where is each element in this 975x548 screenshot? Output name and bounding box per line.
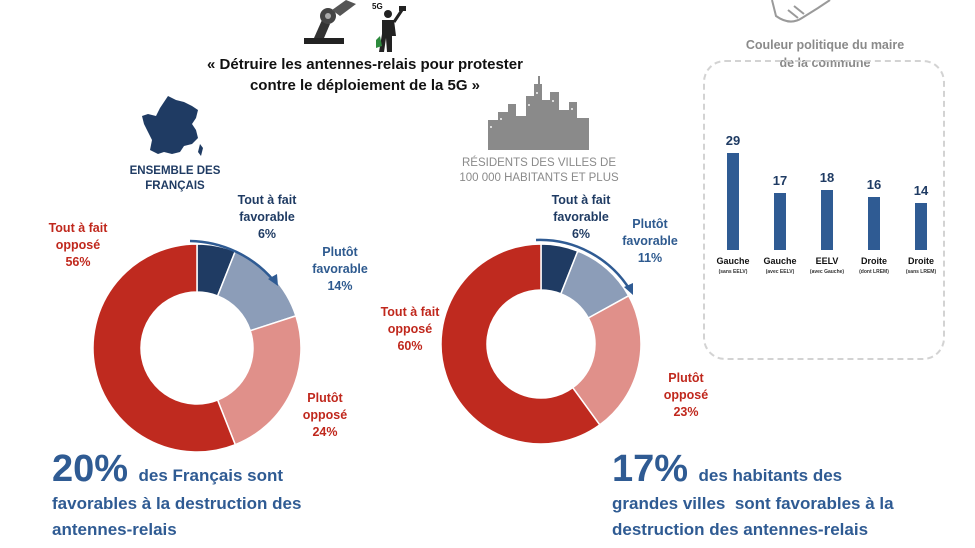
left-summary-pct: 20% (52, 448, 129, 490)
donut-right-arrowhead (624, 283, 633, 295)
bar-panel (703, 60, 945, 360)
left-label-plutot-oppose: Plutôt opposé 24% (302, 391, 348, 439)
robot-antenna-icon (304, 0, 356, 44)
survey-question-title: « Détruire les antennes-relais pour prot… (207, 56, 523, 94)
donut-left-slice-plutot-oppose (216, 314, 302, 446)
bar-value-label: 16 (866, 176, 882, 192)
left-group-label: ENSEMBLE DES FRANÇAIS (129, 165, 221, 192)
donut-chart-right (440, 238, 642, 445)
bar (868, 196, 880, 250)
bar-subcategory-label: (avec EELV) (765, 269, 795, 275)
bar (727, 153, 739, 250)
left-summary-text1: des Français sont (138, 466, 284, 485)
left-label-tout-favorable: Tout à fait favorable 6% (237, 193, 297, 241)
right-label-tout-oppose: Tout à fait opposé 60% (380, 305, 440, 353)
handshake-icon (771, 0, 831, 23)
bar-subcategory-label: (avec Gauche) (809, 269, 845, 275)
left-summary: 20% des Français sont favorables à la de… (52, 448, 372, 543)
donut-left-arrowhead (268, 274, 278, 286)
bar-value-label: 18 (819, 170, 835, 185)
bar (821, 190, 833, 250)
right-label-plutot-oppose: Plutôt opposé 23% (663, 371, 709, 419)
right-summary-text3: destruction des antennes-relais (612, 520, 869, 539)
bar-subcategory-label: (sans EELV) (718, 269, 748, 275)
right-summary-text1: des habitants des (698, 466, 843, 485)
antenna-icon-label: 5G (372, 2, 383, 11)
right-label-plutot-favorable: Plutôt favorable 11% (622, 217, 678, 265)
right-summary: 17% des habitants des grandes villes son… (612, 448, 942, 543)
bar-category-label: Droite (dont LREM) (849, 256, 899, 278)
right-label-tout-favorable: Tout à fait favorable 6% (551, 193, 611, 241)
bar (915, 203, 927, 250)
right-summary-text2: grandes villes sont favorables à la (612, 494, 894, 513)
bar-chart: 29 Gauche (sans EELV) 17 Gauche (avec EELV) 18… (706, 120, 938, 280)
bar-subcategory-label: (dont LREM) (859, 269, 889, 275)
left-summary-text3: antennes-relais (52, 520, 177, 539)
donut-left-slice-tout-oppose (92, 243, 237, 453)
bar-category-label: Gauche (sans EELV) (708, 256, 758, 278)
donut-left-arrow (189, 239, 275, 282)
bar-category-label: Gauche (avec EELV) (755, 256, 805, 278)
donut-chart-left (92, 239, 302, 453)
left-label-tout-oppose: Tout à fait opposé 56% (48, 221, 108, 269)
donut-right-arrow (535, 238, 632, 291)
city-skyline-icon (488, 76, 589, 150)
bar-value-label: 17 (772, 173, 788, 189)
bar-panel-title: Couleur politique du maire de la commune (745, 38, 905, 70)
donut-right-slice-plutot-oppose (571, 294, 642, 426)
france-map-icon (142, 96, 203, 156)
left-label-plutot-favorable: Plutôt favorable 14% (312, 245, 368, 293)
person-hammer-icon (376, 6, 406, 52)
right-group-label-line1: RÉSIDENTS DES VILLES DE (461, 157, 617, 169)
bar-category-label: Droite (sans LREM) (896, 256, 946, 278)
bar-category-label: EELV (avec Gauche) (802, 256, 852, 278)
donut-right-slice-tout-oppose (440, 243, 601, 445)
bar-subcategory-label: (sans LREM) (905, 269, 937, 275)
right-summary-pct: 17% (612, 448, 689, 490)
left-summary-text2: favorables à la destruction des (52, 494, 302, 513)
bar-value-label: 29 (725, 133, 741, 149)
bar-value-label: 14 (913, 183, 929, 199)
right-group-label-line2: 100 000 HABITANTS ET PLUS (459, 172, 619, 184)
bar (774, 193, 786, 250)
